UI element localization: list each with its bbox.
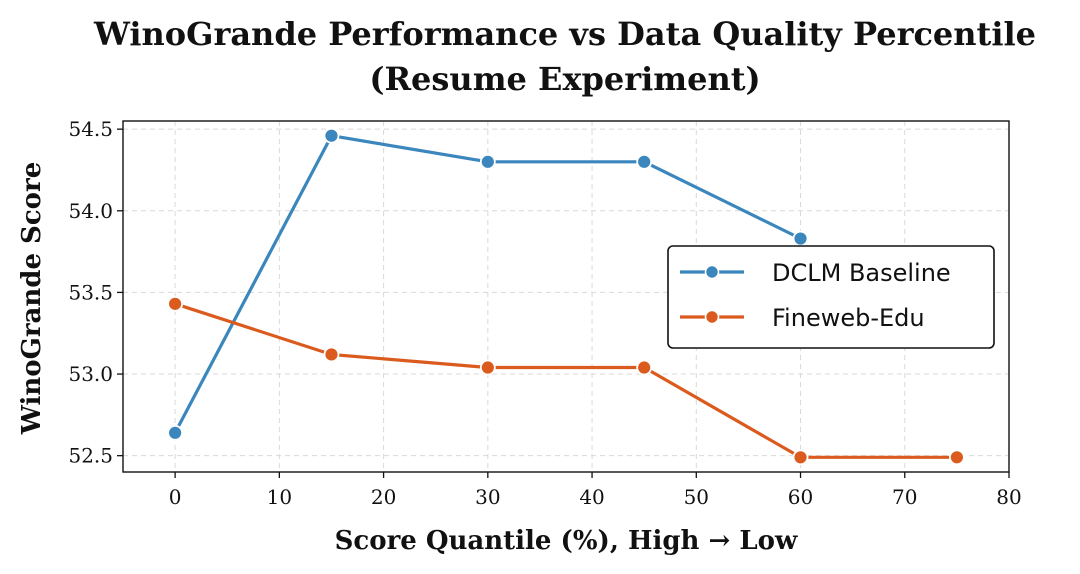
plot-frame bbox=[122, 120, 1010, 473]
data-point-fineweb-edu bbox=[167, 295, 184, 312]
series-fineweb-edu bbox=[167, 295, 965, 466]
data-point-dclm-baseline bbox=[323, 127, 340, 144]
data-point-fineweb-edu bbox=[479, 359, 496, 376]
y-axis-ticks: 52.5 53.0 53.5 54.0 54.5 bbox=[68, 117, 123, 468]
series-layer bbox=[167, 127, 965, 466]
x-tick-label: 40 bbox=[579, 485, 604, 509]
series-line-fineweb-edu bbox=[174, 302, 957, 459]
x-tick-label: 20 bbox=[371, 485, 396, 509]
y-tick-label: 54.5 bbox=[68, 117, 113, 141]
legend-marker-fineweb-edu bbox=[704, 309, 720, 325]
y-tick-label: 54.0 bbox=[68, 199, 113, 223]
y-tick-label: 52.5 bbox=[68, 444, 113, 468]
y-axis-label: WinoGrande Score bbox=[17, 162, 47, 435]
data-point-fineweb-edu bbox=[636, 359, 653, 376]
x-tick-label: 0 bbox=[169, 485, 182, 509]
x-tick-label: 30 bbox=[475, 485, 500, 509]
x-tick-label: 60 bbox=[788, 485, 813, 509]
legend-label-dclm-baseline: DCLM Baseline bbox=[772, 259, 951, 287]
x-axis-ticks: 0 10 20 30 40 50 60 70 80 bbox=[169, 472, 1022, 509]
grid-lines bbox=[123, 121, 1010, 472]
legend: DCLM Baseline Fineweb-Edu bbox=[667, 245, 995, 349]
data-point-dclm-baseline bbox=[167, 424, 184, 441]
legend-box bbox=[667, 245, 995, 349]
x-axis-label: Score Quantile (%), High → Low bbox=[335, 526, 798, 556]
x-tick-label: 70 bbox=[892, 485, 917, 509]
legend-marker-dclm-baseline bbox=[704, 264, 720, 280]
legend-label-fineweb-edu: Fineweb-Edu bbox=[772, 304, 925, 332]
chart-title-line-2: (Resume Experiment) bbox=[369, 60, 760, 98]
x-tick-label: 80 bbox=[996, 485, 1021, 509]
data-point-fineweb-edu bbox=[323, 346, 340, 363]
data-point-fineweb-edu bbox=[792, 449, 809, 466]
y-tick-label: 53.5 bbox=[68, 280, 113, 304]
data-point-dclm-baseline bbox=[479, 153, 496, 170]
x-tick-label: 50 bbox=[684, 485, 709, 509]
data-point-dclm-baseline bbox=[792, 230, 809, 247]
data-point-dclm-baseline bbox=[636, 153, 653, 170]
chart-title-line-1: WinoGrande Performance vs Data Quality P… bbox=[93, 15, 1036, 53]
series-dclm-baseline bbox=[167, 127, 809, 441]
x-tick-label: 10 bbox=[267, 485, 292, 509]
y-tick-label: 53.0 bbox=[68, 362, 113, 386]
data-point-fineweb-edu bbox=[948, 449, 965, 466]
